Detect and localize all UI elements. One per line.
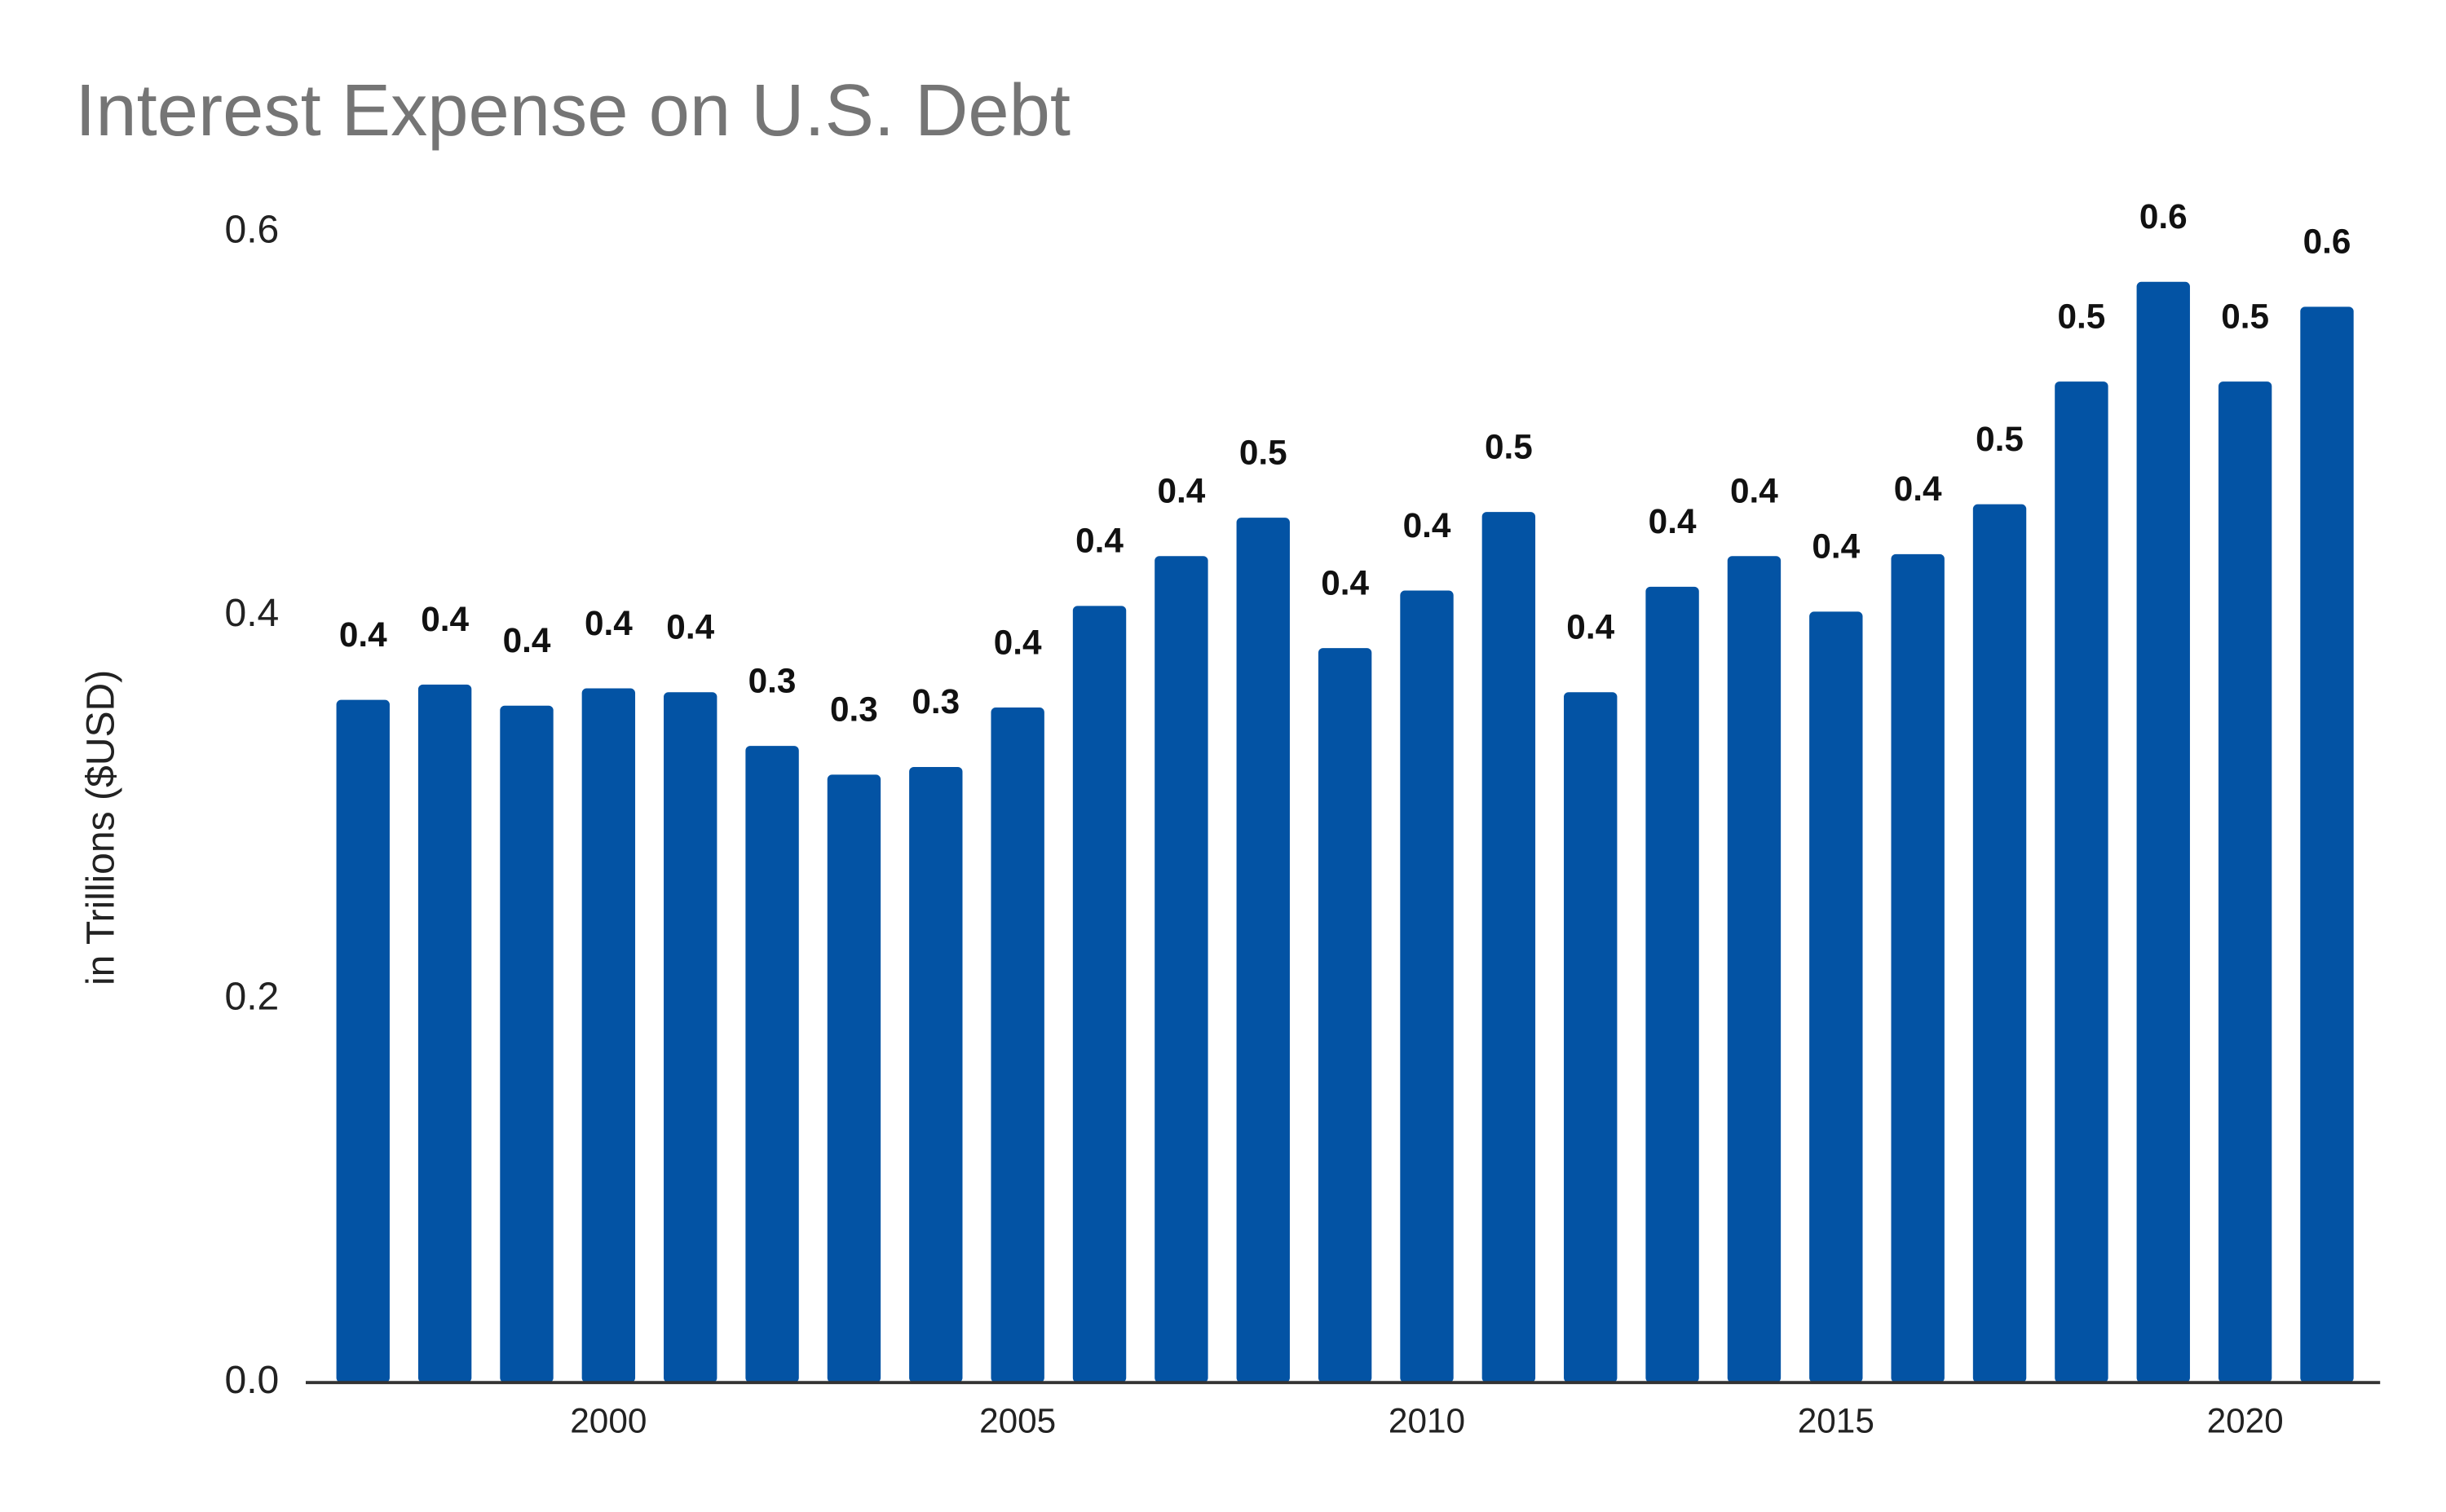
value-label: 0.4 [1730,471,1778,509]
value-label: 0.4 [421,600,469,638]
value-label: 0.4 [1894,469,1942,508]
bar [1727,556,1782,1383]
bar [909,766,963,1383]
bar [1072,606,1127,1383]
bar [1564,692,1618,1383]
y-tick-label: 0.0 [224,1358,279,1402]
x-tick-label: 2000 [570,1401,647,1439]
y-tick-label: 0.2 [224,974,279,1018]
bar [2300,306,2354,1383]
x-tick-label: 2005 [979,1401,1056,1439]
x-tick-label: 2015 [1798,1401,1874,1439]
value-label: 0.3 [912,682,960,721]
bar [2218,381,2272,1383]
x-tick-label: 2020 [2207,1401,2284,1439]
bar [1645,586,1699,1383]
bar [417,684,472,1383]
bar [2136,281,2190,1383]
bar [1155,556,1208,1383]
bar [1400,590,1454,1383]
value-label: 0.5 [1976,420,2024,458]
value-label: 0.6 [2303,223,2351,261]
value-label: 0.4 [666,607,714,646]
bar [991,708,1044,1383]
bar [1318,648,1372,1383]
value-label: 0.3 [748,661,797,699]
bar [1809,611,1863,1383]
value-label: 0.6 [2139,197,2188,236]
bar [664,692,717,1383]
value-label: 0.5 [1239,433,1287,471]
value-label: 0.4 [339,615,387,654]
bar [1972,504,2027,1383]
x-tick-label: 2010 [1389,1401,1465,1439]
value-label: 0.4 [503,621,551,659]
value-label: 0.3 [830,690,878,729]
value-label: 0.5 [2057,297,2105,335]
bar [336,699,390,1383]
bar [1891,553,1945,1383]
value-label: 0.4 [994,623,1042,661]
value-label: 0.4 [1075,522,1124,560]
value-label: 0.4 [1157,471,1205,509]
value-label: 0.5 [1485,427,1533,465]
bar [500,705,554,1383]
bar [745,746,799,1383]
chart-title: Interest Expense on U.S. Debt [75,69,1071,152]
bar [827,774,881,1383]
value-label: 0.4 [1403,506,1451,544]
value-label: 0.4 [1649,502,1697,540]
bar [1236,518,1290,1383]
y-tick-label: 0.4 [224,591,279,635]
y-tick-label: 0.6 [224,207,279,251]
value-label: 0.4 [585,604,633,642]
value-label: 0.5 [2221,297,2269,335]
bar [581,688,636,1383]
value-label: 0.4 [1812,527,1860,566]
y-axis-label: in Trillions ($USD) [79,670,123,985]
value-label: 0.4 [1321,563,1369,602]
bar [1481,512,1536,1383]
bar [2055,381,2108,1383]
value-label: 0.4 [1566,607,1614,646]
